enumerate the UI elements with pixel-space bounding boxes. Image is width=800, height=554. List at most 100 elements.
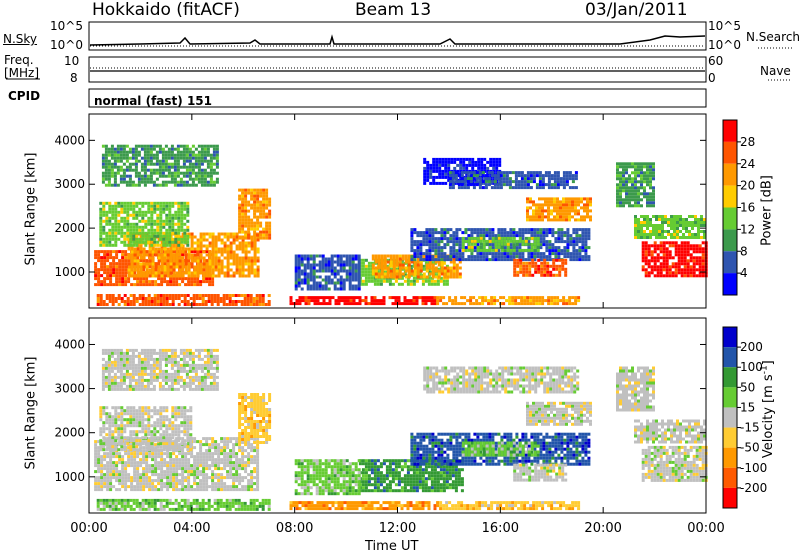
echo-cell — [649, 233, 652, 236]
echo-cell — [410, 231, 414, 235]
echo-cell — [109, 250, 113, 254]
echo-cell — [440, 246, 444, 250]
echo-cell — [104, 177, 108, 181]
echo-cell — [176, 159, 180, 163]
echo-cell — [209, 153, 213, 157]
echo-cell — [182, 180, 186, 184]
echo-cell — [491, 228, 495, 232]
echo-cell — [619, 198, 622, 202]
echo-cell — [427, 282, 431, 286]
echo-cell — [637, 201, 640, 205]
echo-cell — [619, 201, 622, 205]
echo-cell — [289, 296, 293, 300]
echo-cell — [100, 464, 104, 468]
echo-cell — [650, 271, 654, 275]
echo-cell — [186, 210, 190, 214]
echo-cell — [228, 303, 232, 306]
echo-cell — [126, 303, 130, 306]
echo-cell — [124, 271, 128, 275]
echo-cell — [206, 153, 210, 157]
echo-cell — [487, 171, 491, 175]
echo-cell — [392, 257, 396, 261]
echo-cell — [520, 302, 524, 306]
echo-cell — [253, 256, 257, 260]
echo-cell — [163, 250, 167, 254]
echo-cell — [166, 283, 170, 287]
echo-cell — [100, 479, 104, 483]
echo-cell — [94, 482, 98, 486]
echo-cell — [695, 259, 699, 263]
echo-cell — [698, 259, 702, 263]
echo-cell — [124, 262, 128, 266]
echo-cell — [191, 144, 195, 148]
echo-cell — [409, 302, 413, 306]
echo-cell — [162, 243, 166, 247]
echo-cell — [351, 257, 355, 261]
echo-cell — [114, 213, 118, 217]
echo-cell — [123, 303, 127, 306]
echo-cell — [474, 178, 478, 182]
echo-cell — [150, 219, 154, 223]
echo-cell — [432, 160, 436, 164]
echo-cell — [565, 206, 568, 210]
echo-cell — [376, 302, 380, 306]
echo-cell — [139, 268, 143, 272]
echo-cell — [377, 260, 381, 264]
echo-cell — [109, 476, 113, 480]
echo-cell — [129, 300, 133, 303]
echo-cell — [342, 263, 346, 267]
echo-cell — [265, 224, 269, 228]
echo-cell — [166, 253, 170, 257]
echo-cell — [235, 262, 239, 266]
echo-cell — [532, 215, 535, 219]
echo-cell — [575, 255, 579, 259]
echo-cell — [454, 171, 458, 175]
echo-cell — [695, 256, 699, 260]
echo-cell — [229, 241, 233, 245]
echo-cell — [120, 219, 124, 223]
echo-cell — [142, 250, 146, 254]
echo-cell — [140, 162, 144, 166]
echo-cell — [121, 283, 125, 287]
echo-cell — [180, 216, 184, 220]
echo-cell — [531, 273, 535, 277]
echo-cell — [652, 171, 655, 175]
echo-cell — [171, 297, 175, 300]
echo-cell — [106, 464, 110, 468]
echo-cell — [431, 269, 435, 273]
echo-cell — [190, 256, 194, 260]
echo-cell — [180, 210, 184, 214]
echo-cell — [435, 163, 439, 167]
echo-cell — [637, 195, 640, 199]
echo-cell — [211, 256, 215, 260]
echo-cell — [622, 180, 625, 184]
echo-cell — [211, 268, 215, 272]
echo-cell — [634, 162, 637, 166]
echo-cell — [421, 282, 425, 286]
echo-cell — [103, 476, 107, 480]
echo-cell — [212, 144, 216, 148]
echo-cell — [253, 241, 257, 245]
echo-cell — [413, 228, 417, 232]
echo-cell — [559, 215, 562, 219]
echo-cell — [238, 209, 242, 213]
echo-cell — [321, 287, 325, 291]
echo-cell — [361, 258, 365, 262]
echo-cell — [457, 183, 461, 187]
echo-cell — [243, 303, 247, 306]
echo-cell — [468, 160, 472, 164]
echo-cell — [556, 197, 559, 201]
echo-cell — [97, 488, 101, 492]
echo-cell — [443, 269, 447, 273]
echo-cell — [256, 218, 260, 222]
echo-cell — [452, 231, 456, 235]
echo-cell — [297, 260, 301, 264]
echo-cell — [532, 296, 536, 300]
echo-cell — [659, 256, 663, 260]
echo-cell — [222, 300, 226, 303]
echo-cell — [481, 299, 485, 303]
echo-cell — [155, 177, 159, 181]
echo-cell — [625, 165, 628, 169]
echo-cell — [409, 299, 413, 303]
echo-cell — [190, 253, 194, 257]
